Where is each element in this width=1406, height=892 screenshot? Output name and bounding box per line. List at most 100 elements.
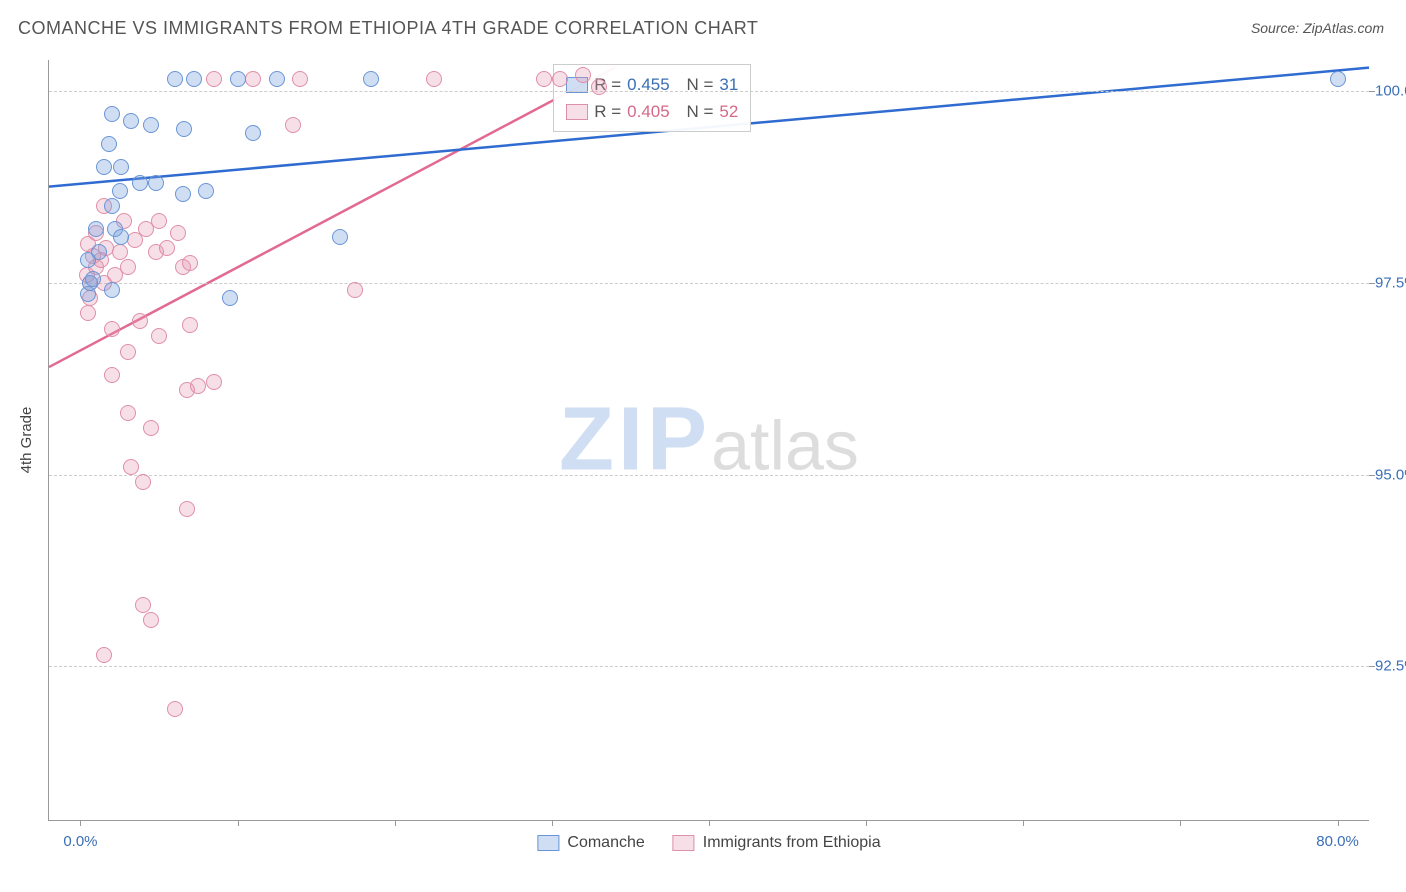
scatter-point-ethiopia <box>575 67 591 83</box>
scatter-point-comanche <box>332 229 348 245</box>
scatter-point-comanche <box>148 175 164 191</box>
scatter-point-ethiopia <box>120 344 136 360</box>
scatter-point-ethiopia <box>143 612 159 628</box>
scatter-point-comanche <box>222 290 238 306</box>
scatter-point-ethiopia <box>120 259 136 275</box>
tick-bottom <box>1338 820 1339 826</box>
n-label: N = <box>686 98 713 125</box>
scatter-point-comanche <box>88 221 104 237</box>
scatter-point-ethiopia <box>179 501 195 517</box>
scatter-point-comanche <box>186 71 202 87</box>
scatter-point-ethiopia <box>206 374 222 390</box>
y-axis-title: 4th Grade <box>18 407 35 474</box>
scatter-point-ethiopia <box>120 405 136 421</box>
r-value-ethiopia: 0.405 <box>627 98 670 125</box>
scatter-point-ethiopia <box>245 71 261 87</box>
scatter-point-comanche <box>104 282 120 298</box>
swatch-ethiopia-icon <box>673 835 695 851</box>
stats-row-ethiopia: R = 0.405 N = 52 <box>566 98 738 125</box>
x-axis-label: 80.0% <box>1316 833 1359 850</box>
swatch-comanche-icon <box>537 835 559 851</box>
scatter-point-comanche <box>104 198 120 214</box>
scatter-point-comanche <box>96 159 112 175</box>
tick-bottom <box>866 820 867 826</box>
tick-bottom <box>709 820 710 826</box>
scatter-plot-area: ZIPatlas R = 0.455 N = 31 R = 0.405 N = … <box>48 60 1369 821</box>
scatter-point-comanche <box>1330 71 1346 87</box>
scatter-point-ethiopia <box>206 71 222 87</box>
scatter-point-comanche <box>104 106 120 122</box>
scatter-point-ethiopia <box>552 71 568 87</box>
scatter-point-ethiopia <box>80 305 96 321</box>
scatter-point-ethiopia <box>151 213 167 229</box>
scatter-point-ethiopia <box>182 255 198 271</box>
scatter-point-comanche <box>85 271 101 287</box>
y-axis-label: 92.5% <box>1375 658 1406 675</box>
scatter-point-comanche <box>230 71 246 87</box>
x-axis-label: 0.0% <box>63 833 97 850</box>
scatter-point-ethiopia <box>167 701 183 717</box>
y-axis-label: 100.0% <box>1375 82 1406 99</box>
tick-bottom <box>80 820 81 826</box>
gridline-h <box>49 666 1369 667</box>
scatter-point-ethiopia <box>132 313 148 329</box>
scatter-point-ethiopia <box>170 225 186 241</box>
y-axis-label: 97.5% <box>1375 274 1406 291</box>
scatter-point-ethiopia <box>135 597 151 613</box>
scatter-point-ethiopia <box>123 459 139 475</box>
tick-bottom <box>238 820 239 826</box>
scatter-point-ethiopia <box>182 317 198 333</box>
scatter-point-comanche <box>245 125 261 141</box>
scatter-point-comanche <box>143 117 159 133</box>
trend-lines <box>49 60 1369 820</box>
legend-label-comanche: Comanche <box>567 834 644 852</box>
r-label: R = <box>594 98 621 125</box>
y-axis-label: 95.0% <box>1375 466 1406 483</box>
swatch-ethiopia-icon <box>566 104 588 120</box>
scatter-point-ethiopia <box>112 244 128 260</box>
scatter-point-ethiopia <box>292 71 308 87</box>
n-value-comanche: 31 <box>719 71 738 98</box>
scatter-point-ethiopia <box>536 71 552 87</box>
n-value-ethiopia: 52 <box>719 98 738 125</box>
watermark-part2: atlas <box>711 407 859 485</box>
source-attribution: Source: ZipAtlas.com <box>1251 20 1384 36</box>
legend-label-ethiopia: Immigrants from Ethiopia <box>703 834 881 852</box>
scatter-point-ethiopia <box>104 321 120 337</box>
watermark: ZIPatlas <box>559 389 859 492</box>
scatter-point-comanche <box>123 113 139 129</box>
n-label: N = <box>686 71 713 98</box>
scatter-point-ethiopia <box>426 71 442 87</box>
scatter-point-ethiopia <box>347 282 363 298</box>
tick-bottom <box>1180 820 1181 826</box>
scatter-point-comanche <box>91 244 107 260</box>
scatter-point-ethiopia <box>159 240 175 256</box>
tick-bottom <box>1023 820 1024 826</box>
scatter-point-comanche <box>167 71 183 87</box>
scatter-point-comanche <box>101 136 117 152</box>
bottom-legend: Comanche Immigrants from Ethiopia <box>537 834 880 852</box>
scatter-point-ethiopia <box>104 367 120 383</box>
scatter-point-comanche <box>113 159 129 175</box>
scatter-point-comanche <box>363 71 379 87</box>
tick-bottom <box>395 820 396 826</box>
chart-title: COMANCHE VS IMMIGRANTS FROM ETHIOPIA 4TH… <box>18 18 758 39</box>
scatter-point-ethiopia <box>190 378 206 394</box>
scatter-point-comanche <box>112 183 128 199</box>
scatter-point-ethiopia <box>96 647 112 663</box>
tick-bottom <box>552 820 553 826</box>
legend-item-ethiopia: Immigrants from Ethiopia <box>673 834 881 852</box>
scatter-point-comanche <box>198 183 214 199</box>
scatter-point-ethiopia <box>285 117 301 133</box>
scatter-point-comanche <box>132 175 148 191</box>
gridline-h <box>49 91 1369 92</box>
scatter-point-ethiopia <box>135 474 151 490</box>
gridline-h <box>49 283 1369 284</box>
scatter-point-ethiopia <box>143 420 159 436</box>
gridline-h <box>49 475 1369 476</box>
scatter-point-comanche <box>269 71 285 87</box>
legend-item-comanche: Comanche <box>537 834 644 852</box>
scatter-point-comanche <box>176 121 192 137</box>
scatter-point-ethiopia <box>591 79 607 95</box>
scatter-point-comanche <box>175 186 191 202</box>
